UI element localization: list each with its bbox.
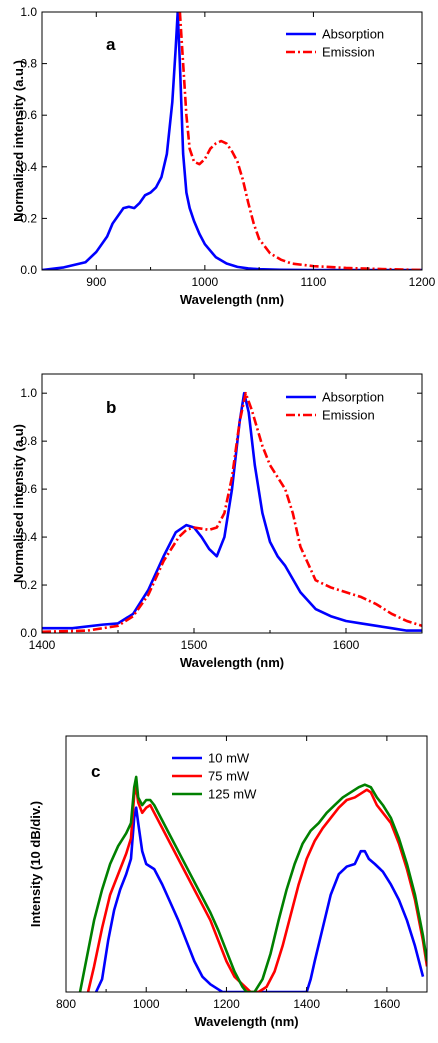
x-tick-label: 1400 xyxy=(29,638,56,652)
legend-entry: Absorption xyxy=(322,390,384,405)
y-tick-label: 0.4 xyxy=(20,160,37,174)
x-axis-title: Wavelength (nm) xyxy=(180,292,284,307)
series-line-emission xyxy=(178,12,422,270)
chart-panel-b: 1400 1500 1600 0.0 0.2 0.4 0.6 0.8 1.0 Wavelength… xyxy=(11,373,423,670)
series-line-125-mw xyxy=(78,775,427,992)
x-tick-label: 800 xyxy=(56,997,76,1011)
panel-label: c xyxy=(91,762,100,781)
legend-entry: 10 mW xyxy=(208,751,250,766)
series-line-10-mw xyxy=(94,806,425,992)
legend-entry: Absorption xyxy=(322,27,384,42)
y-tick-label: 0.0 xyxy=(20,263,37,277)
series-line-absorption xyxy=(42,391,422,632)
y-tick-label: 1.0 xyxy=(20,5,37,19)
x-tick-label: 1000 xyxy=(133,997,160,1011)
x-axis-title: Wavelength (nm) xyxy=(194,1014,298,1029)
y-tick-label: 1.0 xyxy=(20,386,37,400)
x-tick-label: 1600 xyxy=(374,997,401,1011)
legend-entry: 125 mW xyxy=(208,787,257,802)
series-line-absorption xyxy=(42,12,422,270)
x-tick-label: 1000 xyxy=(192,275,219,289)
plot-frame xyxy=(41,373,423,634)
y-tick-label: 0.6 xyxy=(20,482,37,496)
series-line-75-mw xyxy=(86,785,427,992)
y-tick-label: 0.2 xyxy=(20,211,37,225)
y-axis-title: Normalised intensity (a.u) xyxy=(11,424,26,583)
panel-label: b xyxy=(106,398,116,417)
x-tick-label: 1400 xyxy=(293,997,320,1011)
y-tick-label: 0.8 xyxy=(20,57,37,71)
x-tick-label: 1500 xyxy=(181,638,208,652)
series-line-emission xyxy=(42,391,422,633)
x-tick-label: 900 xyxy=(86,275,106,289)
y-axis-title: Intensity (10 dB/div.) xyxy=(28,801,43,927)
x-tick-label: 1600 xyxy=(333,638,360,652)
x-tick-label: 1200 xyxy=(213,997,240,1011)
x-tick-label: 1100 xyxy=(301,275,327,289)
y-tick-label: 0.2 xyxy=(20,578,37,592)
panel-label: a xyxy=(106,35,116,54)
y-tick-label: 0.6 xyxy=(20,108,37,122)
legend-entry: Emission xyxy=(322,408,375,423)
x-axis-title: Wavelength (nm) xyxy=(180,655,284,670)
y-tick-label: 0.8 xyxy=(20,434,37,448)
plot-frame xyxy=(65,735,428,993)
y-tick-label: 0.4 xyxy=(20,530,37,544)
x-tick-label: 1200 xyxy=(409,275,436,289)
y-tick-label: 0.0 xyxy=(20,626,37,640)
plot-frame xyxy=(41,11,423,271)
legend-entry: Emission xyxy=(322,45,375,60)
legend-entry: 75 mW xyxy=(208,769,250,784)
chart-panel-a: 900 1000 1100 1200 0.0 0.2 0.4 0.6 0.8 1.0 Wavelen… xyxy=(11,5,436,307)
chart-panel-c: 800 1000 1200 1400 1600 Wavelength (nm) Intens… xyxy=(28,735,428,1029)
y-axis-title: Normalized intensity (a.u.) xyxy=(11,60,26,222)
